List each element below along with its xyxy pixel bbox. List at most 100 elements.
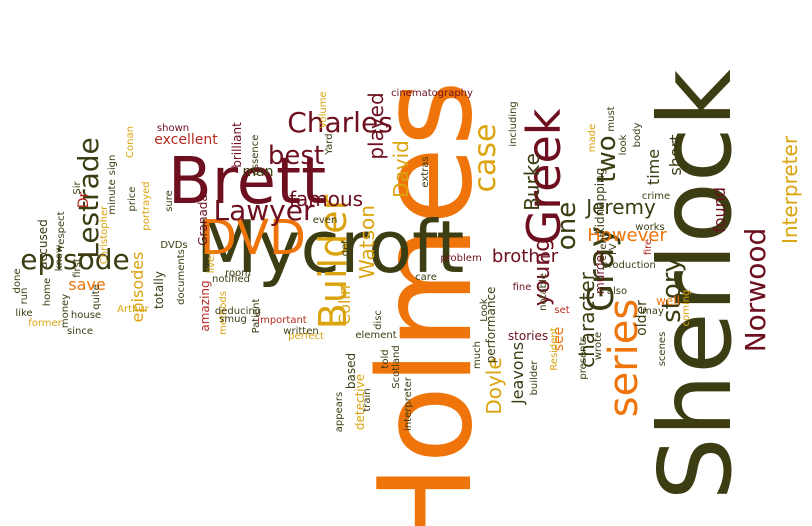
- word-brother: brother: [492, 246, 559, 267]
- word-conan: Conan: [125, 126, 136, 158]
- word-house: house: [71, 310, 101, 321]
- word-sign: sign: [107, 155, 118, 176]
- word-resident: Resident: [549, 327, 560, 370]
- word-best: best: [268, 141, 324, 171]
- word-former: former: [28, 318, 62, 329]
- word-series: series: [601, 299, 647, 417]
- word-done: done: [12, 269, 23, 294]
- word-including: including: [508, 101, 519, 147]
- word-much: much: [472, 341, 483, 369]
- word-important: important: [257, 315, 306, 326]
- word-fine: fine: [513, 282, 532, 293]
- word-know: know: [54, 245, 65, 271]
- word-excellent: excellent: [154, 132, 218, 148]
- word-client: client: [598, 233, 609, 261]
- word-scenes: scenes: [657, 332, 668, 367]
- word-notified: notified: [212, 274, 250, 285]
- word-dvds: DVDs: [160, 240, 187, 251]
- word-volume: Volume: [318, 91, 329, 128]
- word-murder: murder: [593, 250, 607, 294]
- word-doyle: Doyle: [482, 357, 506, 414]
- word-builder: Builder: [311, 194, 355, 329]
- word-sherlock: Sherlock: [637, 69, 754, 500]
- word-dvd: DVD: [200, 210, 306, 266]
- word-brilliant: brilliant: [230, 122, 244, 168]
- word-even: even: [313, 215, 338, 226]
- word-fire: fire: [643, 239, 654, 255]
- word-smug: smug: [219, 314, 247, 325]
- word-tv: TV: [608, 243, 619, 257]
- word-told: told: [380, 349, 391, 368]
- word-notable: notable: [538, 273, 549, 311]
- word-holmes: Holmes: [352, 80, 501, 526]
- word-david: David: [389, 140, 413, 198]
- word-episode: episode: [20, 243, 130, 276]
- word-famous: famous: [289, 187, 363, 211]
- word-based: based: [344, 353, 358, 389]
- word-works: works: [635, 222, 664, 233]
- word-interpreter: Interpreter: [778, 135, 802, 244]
- word-totally: totally: [152, 271, 166, 309]
- word-methods: methods: [218, 291, 229, 335]
- word-time: time: [644, 149, 663, 185]
- word-cinematography: cinematography: [391, 88, 473, 99]
- word-appears: appears: [334, 392, 345, 432]
- word-coming: coming: [681, 290, 692, 327]
- word-sir: Sir: [72, 180, 83, 194]
- word-however: However: [587, 225, 667, 246]
- word-sure: sure: [164, 190, 175, 212]
- word-crime: crime: [642, 191, 670, 202]
- word-builder: builder: [529, 360, 540, 396]
- word-jeavons: Jeavons: [508, 342, 527, 405]
- word-shown: shown: [157, 123, 189, 134]
- word-disc: disc: [373, 310, 384, 330]
- word-train: train: [362, 388, 373, 411]
- word-case: case: [468, 124, 503, 193]
- word-mycroft: Mycroft: [196, 205, 465, 289]
- word-greek: Greek: [517, 108, 571, 245]
- word-body: body: [632, 123, 643, 148]
- word-element: element: [355, 330, 396, 341]
- word-problem: problem: [440, 253, 481, 264]
- word-documents: documents: [176, 249, 187, 305]
- word-character: character: [575, 271, 599, 368]
- word-episodes: episodes: [128, 252, 147, 323]
- word-lives: lives: [206, 251, 217, 274]
- word-deducing: deducing: [215, 306, 261, 317]
- word-young: young: [530, 238, 555, 306]
- word-older: older: [634, 300, 650, 336]
- word-also: also: [607, 286, 627, 297]
- word-quite: quite: [91, 284, 102, 310]
- word-save: save: [68, 275, 105, 294]
- word-home: home: [42, 278, 53, 306]
- word-may: may: [642, 306, 664, 317]
- word-patient: Patient: [251, 299, 262, 334]
- word-portrayed: portrayed: [141, 181, 152, 230]
- word-jeremy: Jeremy: [584, 195, 656, 219]
- word-well: well: [656, 294, 680, 308]
- word-look: Look: [479, 298, 490, 322]
- word-watson: Watson: [355, 205, 379, 279]
- word-set: set: [554, 305, 569, 316]
- word-care: care: [415, 272, 437, 283]
- word-detective: detective: [353, 374, 367, 430]
- word-written: written: [283, 326, 318, 337]
- word-respect: respect: [56, 211, 67, 248]
- word-one: one: [552, 202, 582, 250]
- word-found: found: [710, 187, 729, 233]
- word-performance: performance: [484, 287, 498, 364]
- word-norwood: Norwood: [739, 228, 772, 353]
- word-first: first: [72, 258, 83, 278]
- word-see: see: [551, 327, 567, 352]
- word-minute: minute: [107, 179, 118, 214]
- word-run: run: [19, 288, 30, 305]
- word-look: look: [618, 134, 629, 155]
- word-price: price: [127, 187, 138, 212]
- word-presents: presents: [578, 336, 589, 379]
- word-made: made: [587, 124, 598, 152]
- word-scotland: Scotland: [391, 345, 402, 388]
- word-granada: Granada: [196, 194, 210, 246]
- word-lestrade: Lestrade: [72, 137, 105, 259]
- word-arthur: Arthur: [117, 304, 150, 315]
